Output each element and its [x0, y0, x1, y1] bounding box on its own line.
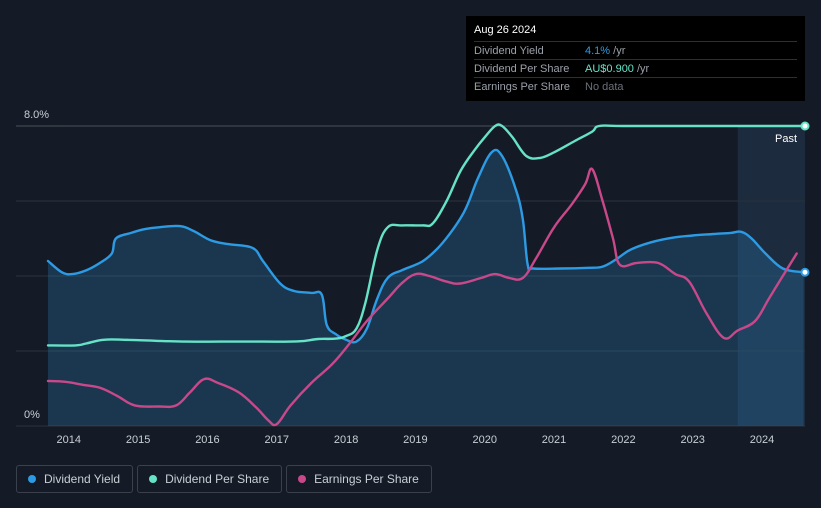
series-end-markers — [800, 121, 810, 277]
tooltip-value: AU$0.900 /yr — [585, 62, 650, 75]
legend: Dividend Yield Dividend Per Share Earnin… — [16, 465, 432, 493]
x-tick-label: 2015 — [126, 434, 150, 446]
legend-label: Dividend Yield — [44, 472, 121, 486]
x-tick-label: 2019 — [403, 434, 427, 446]
x-axis-labels: 2014 2015 2016 2017 2018 2019 2020 2021 2022 2023… — [57, 434, 775, 446]
x-tick-label: 2022 — [611, 434, 635, 446]
x-tick-label: 2023 — [680, 434, 704, 446]
tooltip-row-dividend-per-share: Dividend Per Share AU$0.900 /yr — [474, 59, 797, 77]
series-line-dividend-yield — [46, 148, 805, 344]
x-tick-label: 2016 — [195, 434, 219, 446]
series-fills — [48, 149, 804, 426]
series-line-dividend-per-share — [46, 123, 805, 347]
tooltip-row-earnings-per-share: Earnings Per Share No data — [474, 77, 797, 95]
tooltip-label: Dividend Yield — [474, 44, 544, 57]
past-label: Past — [775, 133, 797, 145]
legend-label: Earnings Per Share — [314, 472, 419, 486]
x-tick-label: 2021 — [542, 434, 566, 446]
tooltip-label: Earnings Per Share — [474, 80, 570, 93]
legend-dot-icon — [298, 475, 307, 483]
x-tick-label: 2014 — [57, 434, 81, 446]
legend-label: Dividend Per Share — [165, 472, 270, 486]
tooltip-label: Dividend Per Share — [474, 62, 570, 75]
y-axis-labels: 8.0% 0% — [24, 109, 49, 421]
y-tick-label: 8.0% — [24, 109, 49, 121]
legend-dot-icon — [28, 475, 36, 483]
x-tick-label: 2017 — [265, 434, 289, 446]
legend-item-dividend-yield[interactable]: Dividend Yield — [16, 465, 134, 493]
tooltip-date: Aug 26 2024 — [474, 24, 537, 36]
x-tick-label: 2018 — [334, 434, 358, 446]
x-tick-label: 2024 — [750, 434, 774, 446]
legend-item-earnings-per-share[interactable]: Earnings Per Share — [286, 465, 432, 493]
series-area-dividend-yield — [48, 149, 804, 426]
legend-dot-icon — [149, 475, 158, 483]
tooltip-row-dividend-yield: Dividend Yield 4.1% /yr — [474, 41, 797, 59]
end-marker-dividend-yield — [800, 267, 810, 277]
series-lines — [46, 123, 805, 427]
tooltip-value: No data — [585, 80, 624, 93]
end-marker-dividend-per-share — [800, 121, 810, 131]
x-tick-label: 2020 — [472, 434, 496, 446]
legend-item-dividend-per-share[interactable]: Dividend Per Share — [137, 465, 283, 493]
series-line-earnings-per-share — [46, 167, 798, 427]
y-tick-label: 0% — [24, 409, 40, 421]
tooltip-value: 4.1% /yr — [585, 44, 626, 57]
tooltip: Aug 26 2024 Dividend Yield 4.1% /yr Divi… — [466, 16, 805, 101]
